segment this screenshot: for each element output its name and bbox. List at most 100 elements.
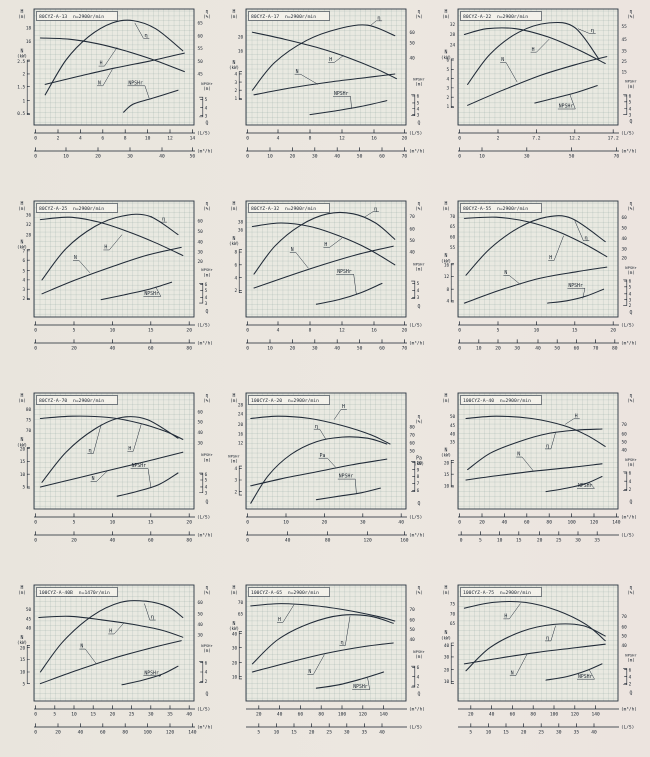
- tick-label: 14: [190, 136, 196, 142]
- tick-label: 10: [267, 346, 273, 352]
- tick-label: 80: [410, 424, 416, 430]
- tick-label: 6: [447, 58, 450, 64]
- tick-label: 0: [460, 538, 463, 544]
- tick-label: 30: [344, 730, 350, 736]
- axis-unit-label: (L/S): [197, 515, 210, 521]
- tick-label: 40: [198, 430, 204, 436]
- plot-border: [245, 200, 407, 318]
- tick-label: 20: [444, 460, 450, 466]
- tick-label: 60: [198, 33, 204, 39]
- axis-group-unit: (m): [230, 398, 238, 403]
- tick-label: 5: [469, 730, 472, 736]
- plot-border: [33, 8, 195, 126]
- axis-group-unit: (m): [415, 267, 423, 272]
- axis-group-label: H: [233, 9, 236, 15]
- chart-title-box: 80CYZ-A-22 n=2900r/min: [460, 11, 542, 21]
- x-axis-primary: 0 4 8 12 16 20(L/S): [246, 129, 422, 142]
- tick-label: 55: [622, 24, 628, 30]
- axis-unit-label: (L/S): [409, 131, 422, 137]
- curve-n: [39, 640, 182, 685]
- tick-label: 0: [34, 346, 37, 352]
- tick-label: 35: [362, 730, 368, 736]
- tick-label: 2: [417, 684, 420, 690]
- tick-label: 0.5: [17, 111, 25, 117]
- tick-label: 15: [20, 657, 26, 663]
- axis-group-unit: (%): [203, 14, 211, 19]
- tick-label: 0: [34, 538, 37, 544]
- axis-unit-label: (m³/h): [197, 533, 213, 539]
- tick-label: 0: [246, 538, 249, 544]
- curve-label-eta: η: [584, 235, 587, 241]
- curve-n: [463, 266, 608, 304]
- curve-label-h: H: [109, 629, 112, 635]
- chart-speed: n=2900r/min: [288, 590, 319, 596]
- tick-label: 60: [622, 215, 628, 221]
- chart-title-box: 80CYZ-A-17 n=2900r/min: [248, 11, 330, 21]
- chart-title: 80CYZ-A-13: [39, 14, 67, 20]
- tick-label: 70: [26, 428, 32, 434]
- tick-label: 50: [357, 346, 363, 352]
- axis-group-label: Q: [206, 500, 209, 506]
- tick-label: 3: [23, 287, 26, 293]
- tick-label: 50: [26, 607, 32, 613]
- axis-group-label: NPSHr: [201, 643, 213, 648]
- axis-group-unit: (m): [627, 657, 635, 662]
- curve-label-npshr: NPSHr: [144, 291, 159, 297]
- x-axis-primary: 0 5 10 15 20 25 30 35 40 (L/S): [34, 705, 210, 718]
- tick-label: 16: [238, 431, 244, 437]
- tick-label: 60: [298, 712, 304, 718]
- tick-label: 140: [591, 712, 600, 718]
- x-axis-secondary: 0 10 20 30 40 50 60 70(m³/h): [246, 147, 425, 160]
- chart-title-frame: [248, 203, 330, 213]
- curve-label-leader-n: [294, 73, 319, 85]
- plot-border: [457, 584, 619, 702]
- tick-label: 20: [537, 538, 543, 544]
- axis-bracket: [26, 645, 30, 684]
- tick-label: 70: [614, 154, 620, 160]
- tick-label: 25: [538, 730, 544, 736]
- tick-label: 50: [198, 420, 204, 426]
- curve-label-leader-npshr: [127, 85, 150, 99]
- axis-unit-label: (m³/h): [409, 707, 425, 713]
- axis-unit-label: (m³/h): [621, 149, 637, 155]
- axis-group-label: η: [630, 394, 633, 399]
- tick-label: 20: [468, 712, 474, 718]
- x-axis-secondary: 0 10 30 50 70(m³/h): [458, 147, 637, 160]
- curve-label-leader-n: [73, 260, 91, 274]
- tick-label: 60: [148, 346, 154, 352]
- tick-label: 4: [417, 106, 420, 112]
- curve-label-h: H: [342, 404, 345, 410]
- axis-group-label: H: [445, 9, 448, 15]
- tick-label: 4: [629, 479, 632, 485]
- axis-bracket: [623, 668, 628, 686]
- x-axis-primary: 20 40 60 80 100 120 140 (m³/h): [458, 705, 637, 718]
- axis-group-unit: (kW): [414, 461, 424, 466]
- axis-bracket: [26, 249, 30, 300]
- chart-title-box: 80CYZ-A-13 n=2900r/min: [36, 11, 118, 21]
- curve-label-leader-eta: [364, 211, 379, 218]
- tick-label: 100: [550, 712, 559, 718]
- axis-group-unit: (kW): [17, 640, 27, 645]
- axis-group-label: H: [445, 201, 448, 207]
- tick-label: 2: [235, 288, 238, 294]
- axis-group-unit: (m): [203, 457, 211, 462]
- curve-eta: [251, 614, 394, 665]
- tick-label: 4: [629, 106, 632, 112]
- tick-label: 30: [514, 346, 520, 352]
- curve-eta: [465, 215, 606, 276]
- curve-label-eta: η: [162, 217, 165, 223]
- tick-label: 15: [503, 730, 509, 736]
- axis-group-label: η: [630, 586, 633, 591]
- tick-label: 120: [359, 712, 368, 718]
- tick-label: 50: [410, 449, 416, 455]
- tick-label: 70: [410, 214, 416, 220]
- curve-label-npshr: NPSHr: [128, 80, 143, 86]
- chart-title-frame: [248, 587, 330, 597]
- x-axis-primary: 0 2 4 6 8 10 12 14(L/S): [34, 129, 210, 142]
- tick-label: 45: [450, 423, 456, 429]
- chart-title: 80CYZ-A-17: [251, 14, 279, 20]
- plot-border: [33, 200, 195, 318]
